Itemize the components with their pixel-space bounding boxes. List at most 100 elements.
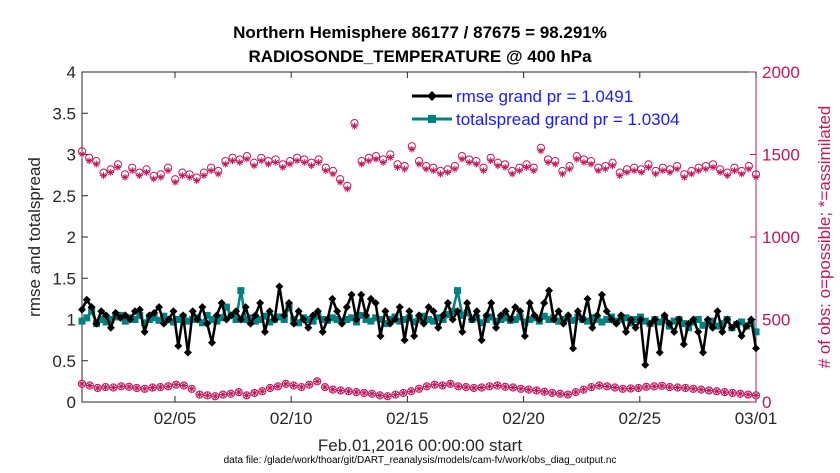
obs-lower-possible-point [626, 384, 635, 393]
obs-lower-possible-point [344, 387, 353, 396]
obs-lower-assimilated-point [650, 382, 658, 390]
obs-lower-assimilated-point [274, 382, 282, 390]
obs-upper-assimilated-point [458, 155, 466, 163]
obs-lower-assimilated-point [94, 384, 102, 392]
rmse-point [328, 294, 337, 303]
rmse-point [299, 315, 308, 324]
rmse-point [646, 319, 655, 328]
totalspread-point [738, 318, 746, 326]
totalspread-point [593, 316, 601, 323]
obs-lower-possible-point [148, 383, 157, 392]
obs-lower-possible-point [250, 388, 259, 398]
obs-upper-assimilated-point [422, 165, 430, 173]
obs-upper-assimilated-point [150, 175, 158, 183]
rmse-point [390, 315, 399, 324]
obs-upper-assimilated-point [573, 155, 581, 163]
totalspread-point [275, 313, 283, 321]
obs-upper-assimilated-point [135, 172, 143, 180]
rmse-point [424, 303, 433, 312]
obs-lower-possible-point [548, 388, 557, 398]
obs-lower-assimilated-point [298, 383, 305, 391]
rmse-point [313, 307, 322, 316]
obs-lower-possible-point [124, 382, 134, 391]
rmse-point [439, 311, 448, 320]
rmse-point [260, 327, 269, 336]
obs-lower-possible-point [477, 383, 486, 392]
obs-upper-assimilated-point [652, 170, 660, 178]
rmse-point [337, 319, 346, 328]
obs-lower-possible-point [689, 384, 698, 393]
obs-lower-assimilated-point [203, 392, 211, 399]
rmse-point [544, 286, 553, 295]
rmse-point [352, 315, 361, 324]
chart-title-line1: Northern Hemisphere 86177 / 87675 = 98.2… [233, 23, 607, 42]
totalspread-point [97, 316, 105, 323]
obs-lower-assimilated-point [564, 391, 572, 398]
rmse-point [578, 315, 587, 324]
rmse-point [164, 315, 173, 324]
totalspread-point [198, 319, 206, 327]
obs-lower-assimilated-point [548, 389, 556, 397]
obs-lower-assimilated-point [399, 389, 407, 397]
rmse-point [159, 319, 168, 328]
totalspread-point [357, 311, 365, 319]
obs-upper-assimilated-point [709, 164, 717, 171]
totalspread-point [569, 316, 577, 324]
obs-lower-assimilated-point [329, 386, 337, 394]
rmse-point [183, 348, 192, 357]
y-right-tick-label: 500 [762, 311, 790, 330]
rmse-point [347, 290, 356, 299]
rmse-point [482, 311, 491, 320]
totalspread-point [131, 316, 139, 323]
rmse-point [607, 315, 616, 324]
obs-lower-possible-point [328, 385, 337, 394]
rmse-point [97, 307, 106, 316]
obs-lower-assimilated-point [149, 384, 156, 391]
obs-upper-assimilated-point [501, 164, 509, 171]
rmse-point [285, 299, 294, 307]
rmse-point [212, 311, 221, 320]
rmse-point [742, 322, 751, 331]
totalspread-point [319, 316, 327, 323]
obs-upper-assimilated-point [365, 157, 373, 165]
rmse-point [727, 323, 736, 332]
totalspread-point [454, 287, 462, 295]
rmse-point [400, 336, 409, 345]
rmse-point [198, 303, 207, 312]
rmse-point [405, 307, 414, 316]
obs-lower-possible-point [265, 383, 275, 393]
x-axis: 02/05 02/10 02/15 02/20 02/25 03/01 [154, 72, 777, 428]
totalspread-point [444, 311, 452, 319]
totalspread-point [78, 317, 86, 325]
y-left-tick-label: 0.5 [52, 352, 76, 371]
totalspread-point [540, 312, 548, 320]
totalspread-point [184, 317, 192, 325]
obs-lower-assimilated-point [156, 383, 164, 391]
obs-lower-possible-point [391, 390, 400, 399]
obs-lower-possible-point [399, 388, 408, 398]
rmse-point [395, 303, 404, 312]
obs-lower-assimilated-point [689, 385, 697, 393]
obs-lower-possible-point [273, 382, 283, 391]
obs-lower-possible-point [313, 377, 322, 386]
totalspread-point [694, 316, 702, 323]
totalspread-point [588, 314, 596, 322]
obs-lower-assimilated-point [635, 384, 642, 392]
obs-lower-possible-point [728, 388, 737, 398]
obs-lower-possible-point [563, 390, 573, 399]
obs-upper-assimilated-point [566, 165, 573, 173]
totalspread-point [367, 317, 375, 325]
y-left-tick-label: 0 [67, 393, 76, 412]
totalspread-point [295, 319, 303, 327]
totalspread-point [232, 316, 240, 323]
rmse-point [554, 307, 563, 316]
obs-upper-assimilated-point [401, 165, 409, 173]
obs-upper-assimilated-point [645, 164, 652, 171]
totalspread-point [492, 317, 500, 325]
totalspread-point [526, 316, 534, 323]
rmse-point [381, 307, 390, 316]
rmse-point [333, 307, 342, 316]
obs-lower-possible-point [179, 381, 188, 390]
obs-upper-assimilated-point [265, 160, 272, 168]
rmse-point [203, 319, 212, 328]
